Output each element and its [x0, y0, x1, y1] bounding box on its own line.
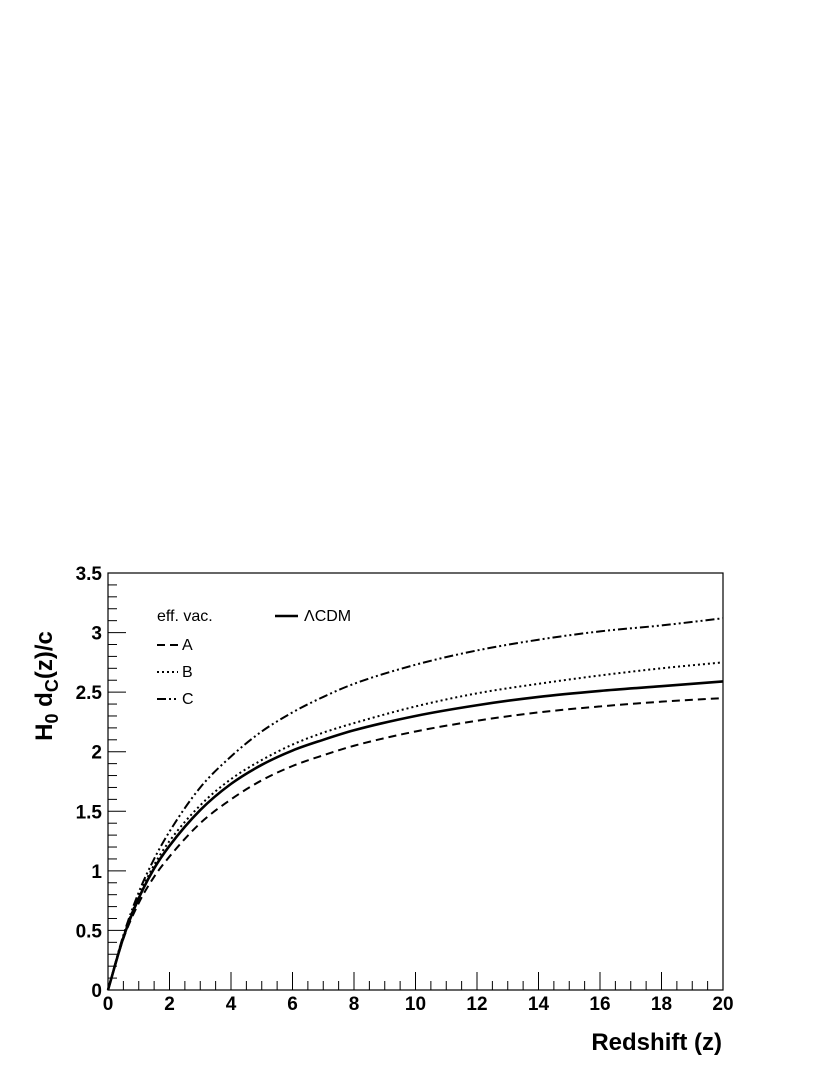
x-tick-label: 18: [651, 994, 672, 1015]
x-tick-label: 16: [589, 994, 610, 1015]
x-tick-label: 12: [466, 994, 487, 1015]
y-tick-label: 2.5: [76, 683, 103, 704]
legend-group-title: eff. vac.: [157, 608, 213, 625]
y-tick-label: 0: [91, 981, 102, 1002]
curves: [106, 617, 724, 991]
x-tick-label: 2: [164, 994, 175, 1015]
x-tick-label: 4: [226, 994, 237, 1015]
legend-label-a: A: [182, 637, 193, 654]
y-tick-label: 1: [91, 862, 102, 883]
x-tick-label: 6: [287, 994, 298, 1015]
x-tick-labels: 0 2 4 6 8 10 12 14 16 18 20: [103, 994, 734, 1015]
y-tick-label: 0.5: [76, 921, 103, 942]
legend: eff. vac. ΛCDM A B C: [157, 608, 351, 708]
axis-ticks: [107, 572, 724, 991]
y-tick-label: 3: [91, 624, 102, 645]
x-tick-label: 14: [528, 994, 550, 1015]
series-line-b: [107, 661, 724, 991]
y-tick-label: 1.5: [76, 802, 103, 823]
series-line-lcdm: [106, 680, 724, 991]
x-axis-title: Redshift (z): [591, 1029, 722, 1056]
series-line-c: [107, 617, 724, 991]
y-axis-title: H0 dC(z)/c: [31, 631, 62, 741]
x-tick-label: 8: [349, 994, 360, 1015]
plot-frame: [107, 572, 724, 991]
y-tick-label: 2: [91, 743, 102, 764]
legend-label-lcdm: ΛCDM: [304, 608, 351, 625]
series-line-a: [107, 697, 724, 991]
x-tick-label: 10: [405, 994, 426, 1015]
y-tick-label: 3.5: [76, 564, 103, 585]
x-tick-label: 0: [103, 994, 114, 1015]
y-tick-labels: 0 0.5 1 1.5 2 2.5 3 3.5: [76, 564, 103, 1002]
legend-label-b: B: [182, 664, 193, 681]
legend-label-c: C: [182, 691, 194, 708]
x-tick-label: 20: [712, 994, 733, 1015]
